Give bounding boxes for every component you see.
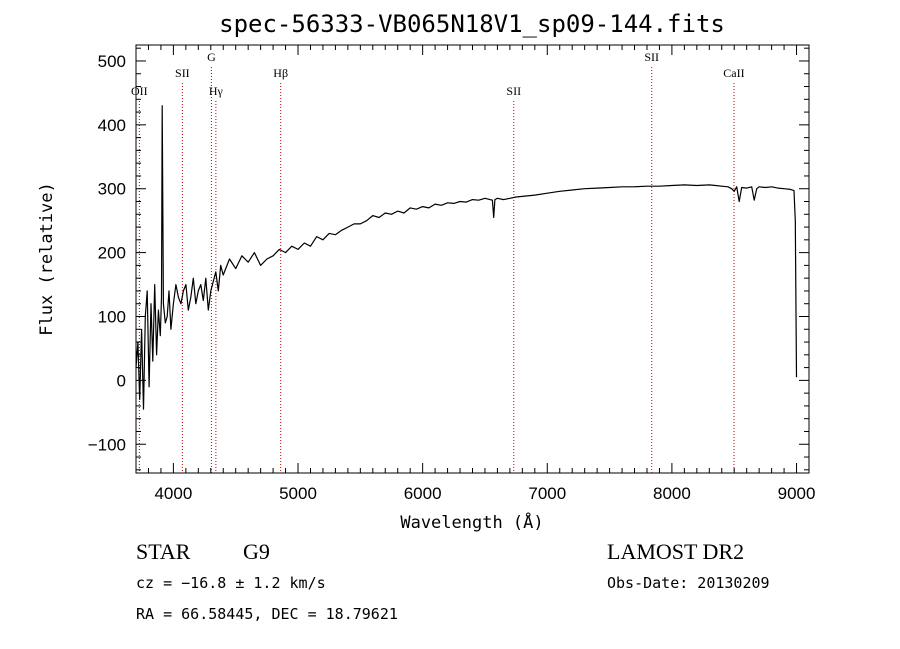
observation-date: Obs-Date: 20130209 xyxy=(607,574,770,592)
redshift-info: cz = −16.8 ± 1.2 km/s xyxy=(136,574,326,592)
x-axis-label: Wavelength (Å) xyxy=(400,511,543,533)
x-tick-label: 6000 xyxy=(404,484,442,503)
plot-frame xyxy=(135,44,810,474)
y-tick-label: 500 xyxy=(98,52,126,71)
spectral-line-label: SII xyxy=(644,50,659,64)
x-tick-label: 5000 xyxy=(279,484,317,503)
spectrum-series xyxy=(135,105,798,410)
axis-ticks: 4000 5000 6000 7000 8000 9000 −100 0 100 200 300 40… xyxy=(88,45,816,503)
y-axis-label: Flux (relative) xyxy=(37,182,57,336)
x-tick-label: 7000 xyxy=(528,484,566,503)
spectral-line-label: CaII xyxy=(723,66,744,80)
x-tick-label: 8000 xyxy=(653,484,691,503)
coordinates-info: RA = 66.58445, DEC = 18.79621 xyxy=(136,605,398,623)
y-tick-label: 100 xyxy=(98,307,126,326)
y-tick-label: 300 xyxy=(98,180,126,199)
y-tick-label: 0 xyxy=(117,371,126,390)
y-tick-label: −100 xyxy=(88,435,126,454)
survey-name: LAMOST DR2 xyxy=(607,539,744,564)
object-subclass: G9 xyxy=(243,539,270,564)
object-class: STAR xyxy=(136,539,191,564)
chart-title: spec-56333-VB065N18V1_sp09-144.fits xyxy=(219,10,725,38)
spectral-line-label: Hγ xyxy=(209,84,224,98)
x-tick-label: 4000 xyxy=(154,484,192,503)
spectral-line-label: G xyxy=(207,50,216,64)
spectrum-line xyxy=(135,105,798,410)
spectral-line-label: OII xyxy=(131,84,148,98)
x-tick-label: 9000 xyxy=(778,484,816,503)
spectral-line-label: Hβ xyxy=(273,66,288,80)
y-tick-label: 400 xyxy=(98,116,126,135)
spectral-line-markers: OII SII G Hγ Hβ SII SII CaII xyxy=(131,50,745,473)
spectral-line-label: SII xyxy=(175,66,190,80)
y-tick-label: 200 xyxy=(98,244,126,263)
spectral-line-label: SII xyxy=(506,84,521,98)
